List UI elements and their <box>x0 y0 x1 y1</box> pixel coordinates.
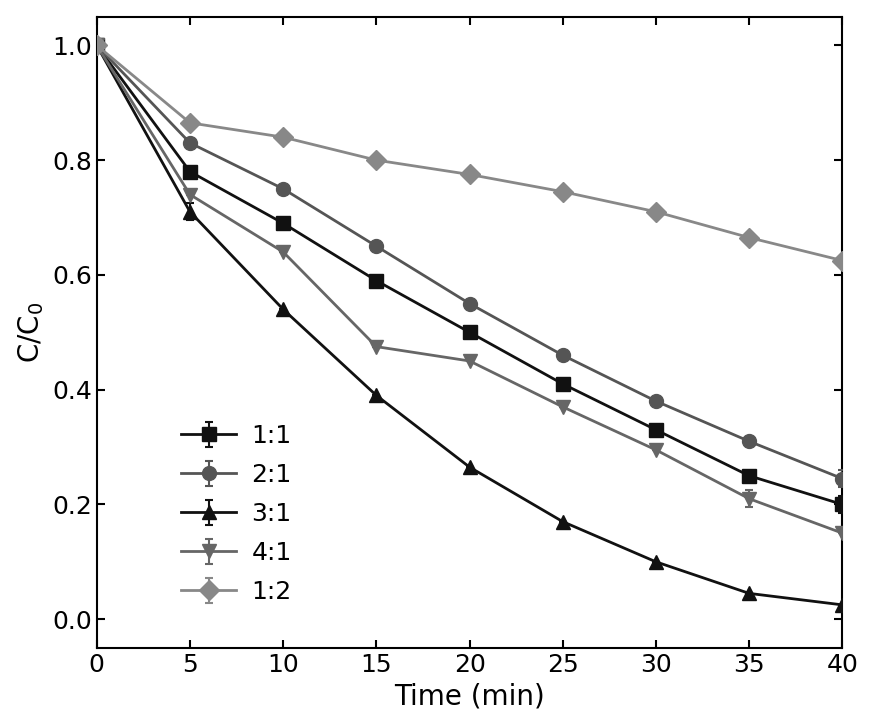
X-axis label: Time (min): Time (min) <box>395 683 545 710</box>
Legend: 1:1, 2:1, 3:1, 4:1, 1:2: 1:1, 2:1, 3:1, 4:1, 1:2 <box>169 411 304 616</box>
Y-axis label: C/C$_0$: C/C$_0$ <box>17 302 46 363</box>
